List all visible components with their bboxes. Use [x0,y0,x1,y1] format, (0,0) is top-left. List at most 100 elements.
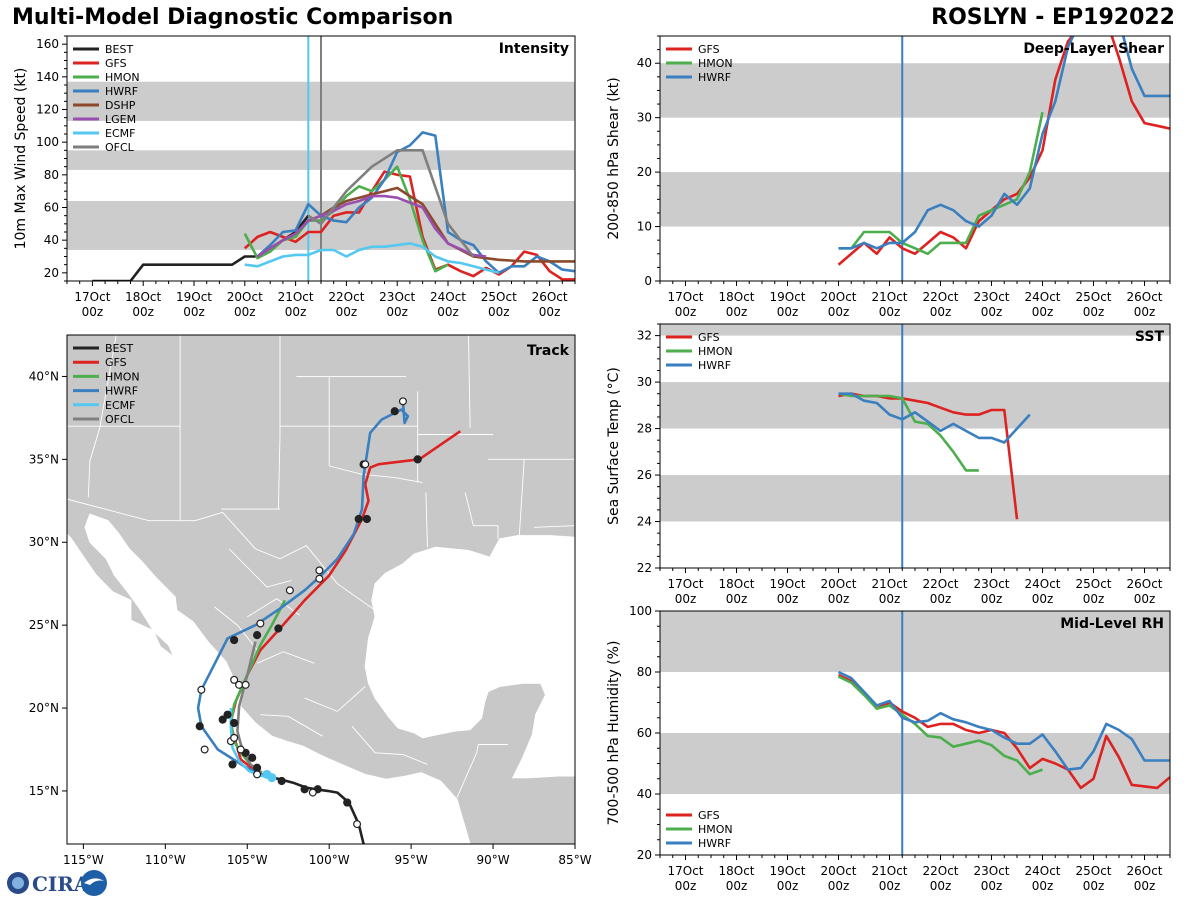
track-marker-obs [230,733,239,742]
track-marker-forecast [413,455,422,464]
state-border [464,492,499,539]
shear-series-gfs [837,36,1170,266]
intensity-series-ofcl [307,149,475,258]
track-ytick-label: 35°N [29,452,59,466]
rh-xtick-label: 25Oct [1075,864,1111,878]
intensity-xtick-sub: 00z [234,305,256,319]
rh-xtick-sub: 00z [726,879,748,893]
sst-xtick-sub: 00z [1134,592,1156,606]
sst-frame [659,323,1171,569]
intensity-xtick-sub: 00z [336,305,358,319]
sst-xtick-sub: 00z [726,592,748,606]
shear-ylabel: 200-850 hPa Shear (kt) [606,77,622,239]
track-marker-forecast [228,760,237,769]
track-xtick-label: 95°W [395,853,428,867]
track-marker-forecast [354,514,363,524]
state-border [260,714,323,737]
sst-panel-label: SST [1135,329,1165,345]
intensity-series-ecmf [244,242,500,275]
intensity-xtick-label: 25Oct [481,290,517,304]
shear-xtick-label: 24Oct [1024,290,1060,304]
rh-band-0 [660,733,1170,794]
sst-ytick-label: 26 [637,468,652,482]
track-ytick-label: 40°N [29,369,59,383]
intensity-xtick-sub: 00z [82,305,104,319]
sst-xtick-sub: 00z [879,592,901,606]
sst-ytick-label: 32 [637,329,652,343]
track-series-ofcl [236,641,263,774]
page-title: Multi-Model Diagnostic Comparison [12,5,454,30]
shear-xtick-label: 23Oct [973,290,1009,304]
intensity-xtick-sub: 00z [285,305,307,319]
track-marker-obs [241,680,250,689]
sst-xtick-sub: 00z [1032,592,1054,606]
shear-ytick-label: 10 [637,220,652,234]
track-ytick-label: 20°N [29,701,59,715]
rh-xtick-label: 21Oct [871,864,907,878]
intensity-legend-label-gfs: GFS [105,57,127,70]
sst-legend-label-hwrf: HWRF [698,359,731,372]
track-marker-forecast [195,722,204,731]
sst-xtick-label: 25Oct [1075,577,1111,591]
rh-band-1 [660,611,1170,672]
track-marker-obs [398,397,407,406]
sst-ytick-label: 22 [637,561,652,575]
rh-xtick-sub: 00z [1083,879,1105,893]
intensity-legend-label-best: BEST [105,43,133,56]
intensity-xtick-sub: 00z [437,305,459,319]
track-xtick-label: 85°W [558,853,591,867]
sst-xtick-sub: 00z [1083,592,1105,606]
track-legend-label-ofcl: OFCL [105,413,135,426]
track-legend-label-best: BEST [105,342,133,355]
rh-xtick-sub: 00z [828,879,850,893]
cira-logo: CIRA [7,870,107,896]
track-marker-forecast [277,776,286,786]
track-xtick-label: 115°W [63,853,104,867]
track-xtick-label: 100°W [309,853,350,867]
track-series-ecmf [229,708,273,779]
sst-xtick-label: 20Oct [820,577,856,591]
shear-band-1 [660,63,1170,118]
intensity-xtick-label: 21Oct [278,290,314,304]
rh-series-hmon [837,675,1043,776]
rh-xtick-label: 19Oct [769,864,805,878]
rh-ytick-label: 80 [637,665,652,679]
track-marker-obs [253,770,262,779]
track-marker-obs [353,820,362,829]
intensity-panel: 2040608010012014016017Oct00z18Oct00z19Oc… [13,35,576,319]
intensity-legend-label-dshp: DSHP [105,99,136,112]
shear-legend-label-gfs: GFS [698,43,720,56]
track-marker-obs [361,460,370,469]
track-marker-forecast [390,407,399,416]
intensity-legend-label-lgem: LGEM [105,113,136,126]
track-panel: 115°W 110°W 105°W 100°W 95°W 90°W 85°W 15°N 20°N… [29,334,592,867]
intensity-ytick-label: 20 [44,266,59,280]
sst-xtick-label: 24Oct [1024,577,1060,591]
rh-ytick-label: 20 [637,848,652,862]
rh-xtick-label: 24Oct [1024,864,1060,878]
rh-xtick-label: 22Oct [922,864,958,878]
intensity-xtick-sub: 00z [183,305,205,319]
rh-panel-label: Mid-Level RH [1060,616,1164,632]
track-marker-obs [315,574,324,583]
shear-xtick-sub: 00z [675,305,697,319]
rh-legend-label-hwrf: HWRF [698,837,731,850]
shear-xtick-sub: 00z [1032,305,1054,319]
rh-xtick-label: 26Oct [1126,864,1162,878]
track-xtick-label: 110°W [145,853,186,867]
shear-legend-label-hmon: HMON [698,57,733,70]
state-border [518,459,525,536]
shear-xtick-sub: 00z [1134,305,1156,319]
intensity-xtick-label: 26Oct [532,290,568,304]
state-border [256,651,315,664]
shear-xtick-sub: 00z [828,305,850,319]
intensity-legend-label-ecmf: ECMF [105,127,135,140]
track-legend-label-hmon: HMON [105,370,140,383]
track-series-hwrf [196,401,410,778]
shear-ytick-label: 40 [637,56,652,70]
shear-xtick-sub: 00z [726,305,748,319]
intensity-xtick-sub: 00z [386,305,408,319]
track-xtick-label: 90°W [476,853,509,867]
track-marker-forecast [223,710,232,719]
shear-xtick-label: 19Oct [769,290,805,304]
